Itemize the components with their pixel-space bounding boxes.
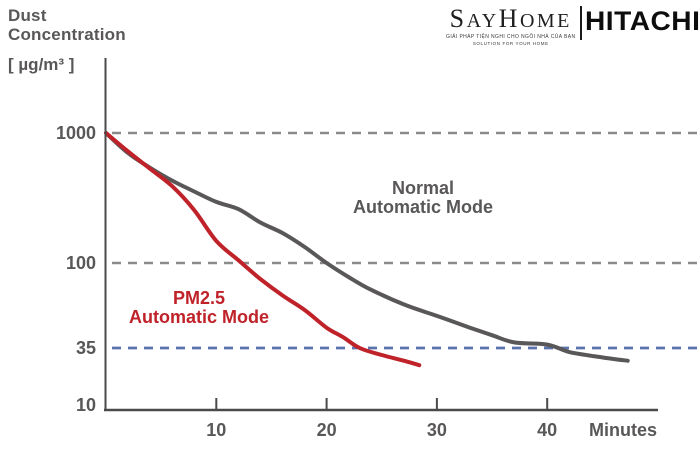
sayhome-letter-s: S [449,4,467,33]
curve-pm25-automatic-mode [104,131,422,368]
y-tick-35: 35 [75,338,96,358]
sayhome-tagline-english: SOLUTION FOR YOUR HOME [472,41,549,46]
curve-normal-automatic-mode [104,131,630,363]
sayhome-logo: SAYHOME GIẢI PHÁP TIỆN NGHI CHO NGÔI NHÀ… [446,4,576,47]
series-label-pm25-mode: PM2.5 Automatic Mode [104,289,294,327]
x-tick-40: 40 [537,420,558,440]
y-tick-100: 100 [65,253,96,273]
y-tick-1000: 1000 [55,123,96,143]
hitachi-logo: HITACHI [585,6,700,36]
sayhome-letter-h: H [498,4,520,33]
sayhome-letters-ome: OME [519,10,572,32]
x-tick-20: 20 [316,420,337,440]
series-label-pm25-line1: PM2.5 [172,288,226,308]
y-axis-title: Dust Concentration [8,6,126,44]
sayhome-tagline-vietnamese: GIẢI PHÁP TIỆN NGHI CHO NGÔI NHÀ CỦA BẠN [446,34,576,40]
series-label-normal-line2: Automatic Mode [352,197,493,217]
brand-logos: SAYHOME GIẢI PHÁP TIỆN NGHI CHO NGÔI NHÀ… [446,4,700,47]
series-label-normal-mode: Normal Automatic Mode [328,179,518,217]
y-axis-title-line1: Dust [8,6,47,25]
sayhome-wordmark: SAYHOME [449,4,572,33]
y-axis-unit: [ µg/m³ ] [8,55,75,74]
y-axis-title-line2: Concentration [8,25,126,44]
series-label-normal-line1: Normal [391,178,454,198]
x-tick-30: 30 [426,420,447,440]
sayhome-letters-ay: AY [466,10,499,32]
series-label-pm25-line2: Automatic Mode [128,307,269,327]
logo-divider-bar [579,6,582,40]
x-tick-10: 10 [206,420,227,440]
x-axis-unit-label: Minutes [588,420,657,440]
y-tick-10: 10 [75,395,96,415]
